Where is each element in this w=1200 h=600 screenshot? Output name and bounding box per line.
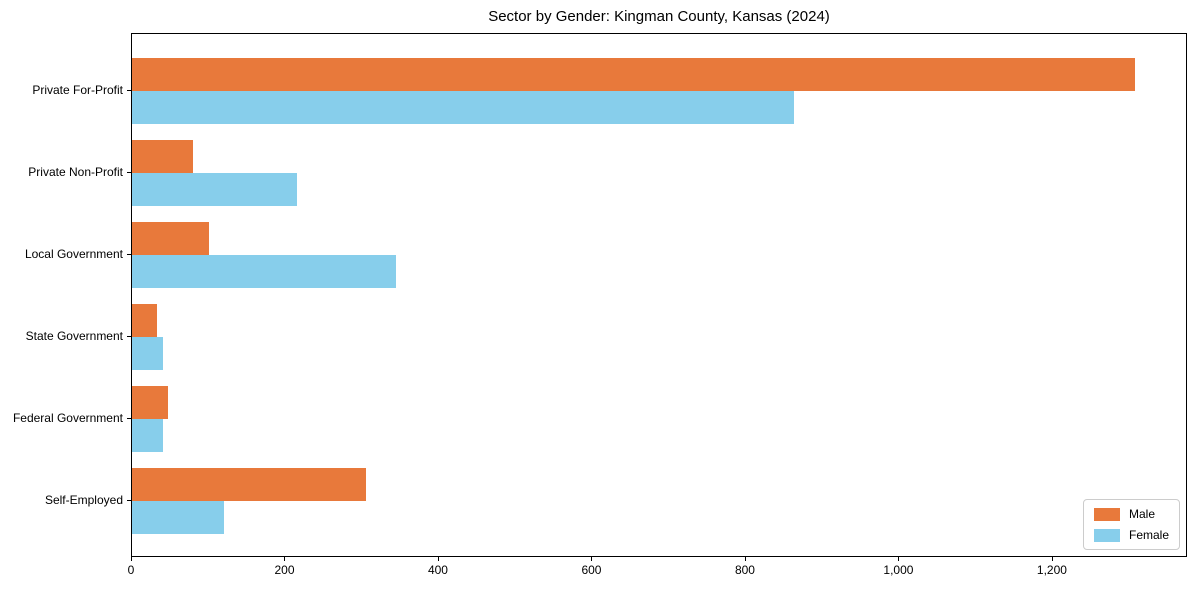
bar-male-6: [132, 468, 366, 502]
bar-female-2: [132, 172, 298, 206]
legend-entry-male: Male: [1093, 507, 1169, 521]
y-tick-mark: [127, 336, 131, 338]
y-category-label: Local Government: [24, 246, 123, 261]
x-tick-label: 600: [581, 563, 602, 577]
bar-female-6: [132, 501, 224, 535]
y-tick-mark: [127, 500, 131, 502]
bar-female-1: [132, 90, 794, 124]
y-tick-mark: [127, 89, 131, 91]
x-tick-label: 1,200: [1036, 563, 1067, 577]
bar-male-5: [132, 386, 168, 420]
y-tick-mark: [127, 253, 131, 255]
y-category-label: Federal Government: [12, 411, 123, 426]
x-tick-mark: [284, 557, 286, 561]
x-tick-mark: [1051, 557, 1053, 561]
x-tick-label: 0: [127, 563, 135, 577]
y-tick-mark: [127, 171, 131, 173]
bar-female-5: [132, 419, 163, 453]
legend-swatch-male: [1093, 507, 1120, 521]
chart-title: Sector by Gender: Kingman County, Kansas…: [488, 8, 830, 25]
x-tick-label: 400: [427, 563, 448, 577]
y-category-label: Private For-Profit: [32, 82, 123, 97]
x-tick-label: 200: [274, 563, 295, 577]
x-tick-mark: [898, 557, 900, 561]
bar-male-1: [132, 57, 1136, 91]
x-tick-label: 1,000: [883, 563, 914, 577]
y-category-label: Private Non-Profit: [28, 164, 123, 179]
legend: Male Female: [1082, 499, 1180, 550]
legend-swatch-female: [1093, 528, 1120, 542]
x-tick-mark: [437, 557, 439, 561]
legend-label-male: Male: [1128, 507, 1155, 521]
bar-female-4: [132, 337, 163, 370]
legend-label-female: Female: [1128, 528, 1169, 542]
x-tick-label: 800: [734, 563, 755, 577]
bar-female-3: [132, 254, 397, 288]
x-tick-mark: [591, 557, 593, 561]
y-tick-mark: [127, 418, 131, 420]
bar-male-3: [132, 222, 209, 255]
bar-male-2: [132, 139, 194, 173]
plot-area: Male Female: [131, 33, 1187, 557]
y-category-label: Self-Employed: [44, 493, 123, 508]
bar-male-4: [132, 304, 158, 338]
y-category-label: State Government: [25, 329, 123, 344]
legend-entry-female: Female: [1093, 528, 1169, 542]
x-tick-mark: [131, 557, 132, 561]
x-tick-mark: [744, 557, 746, 561]
